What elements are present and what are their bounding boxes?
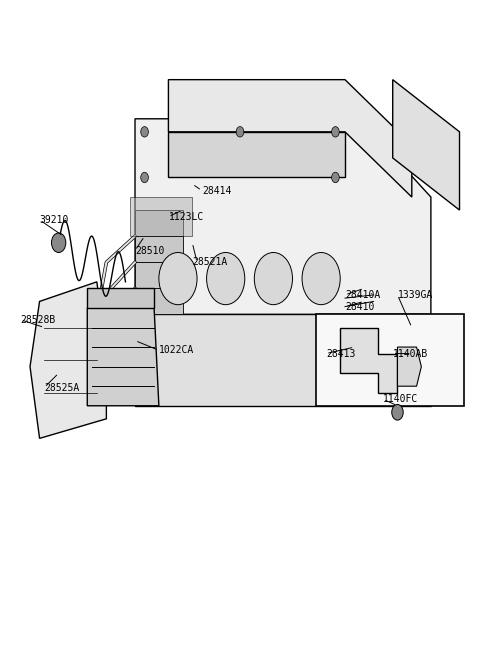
Polygon shape — [393, 80, 459, 210]
Polygon shape — [135, 210, 183, 236]
Text: 1140AB: 1140AB — [393, 348, 428, 358]
Circle shape — [51, 233, 66, 252]
Circle shape — [332, 126, 339, 137]
Text: 28521A: 28521A — [192, 257, 228, 267]
Text: 1022CA: 1022CA — [159, 345, 194, 355]
Polygon shape — [168, 132, 345, 178]
Polygon shape — [397, 347, 421, 386]
Polygon shape — [340, 328, 397, 393]
Circle shape — [206, 252, 245, 305]
Circle shape — [159, 252, 197, 305]
Text: 28525A: 28525A — [44, 383, 80, 392]
Text: 28410A: 28410A — [345, 290, 380, 300]
Circle shape — [236, 126, 244, 137]
Polygon shape — [87, 288, 154, 308]
Text: 28414: 28414 — [202, 185, 231, 196]
Text: 28528B: 28528B — [21, 314, 56, 325]
Text: 28413: 28413 — [326, 348, 355, 358]
Text: 39210: 39210 — [39, 215, 69, 225]
Circle shape — [141, 172, 148, 183]
Polygon shape — [30, 282, 107, 438]
Polygon shape — [168, 80, 412, 197]
Bar — [316, 314, 464, 405]
Text: 28510: 28510 — [135, 246, 164, 255]
Polygon shape — [130, 197, 192, 236]
Polygon shape — [360, 314, 431, 405]
Polygon shape — [135, 119, 431, 314]
Polygon shape — [135, 314, 360, 405]
Polygon shape — [135, 262, 183, 288]
Text: 1140FC: 1140FC — [383, 394, 419, 404]
Circle shape — [332, 172, 339, 183]
Circle shape — [302, 252, 340, 305]
Text: 1339GA: 1339GA — [397, 290, 433, 300]
Circle shape — [392, 404, 403, 420]
Text: 1123LC: 1123LC — [168, 212, 204, 221]
Polygon shape — [87, 308, 159, 405]
Polygon shape — [135, 236, 183, 262]
Circle shape — [141, 126, 148, 137]
Circle shape — [254, 252, 292, 305]
Polygon shape — [135, 288, 183, 314]
Text: 28410: 28410 — [345, 302, 374, 312]
